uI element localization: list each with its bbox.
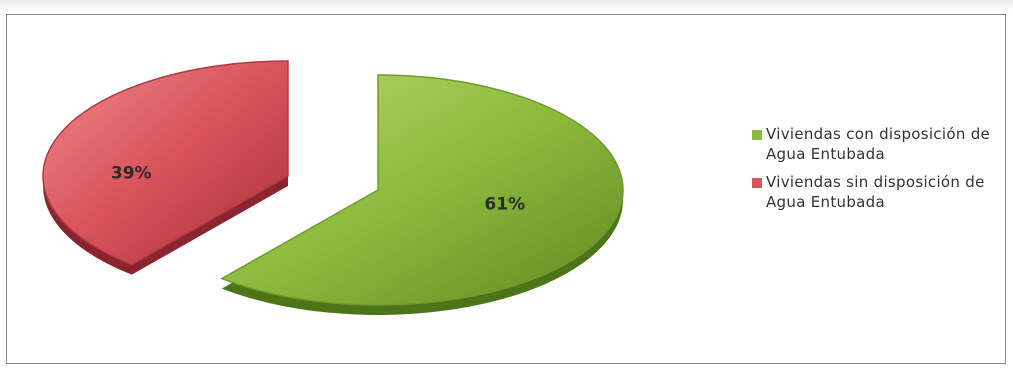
legend: Viviendas con disposición de Agua Entuba… — [752, 124, 1012, 220]
legend-item-sin: Viviendas sin disposición de Agua Entuba… — [752, 172, 1012, 212]
pie-slice-sin — [42, 60, 289, 266]
top-edge — [0, 0, 1013, 10]
legend-swatch-con — [752, 130, 762, 140]
legend-swatch-sin — [752, 178, 762, 188]
data-label-sin: 39% — [111, 163, 152, 183]
data-label-con: 61% — [484, 195, 525, 215]
legend-item-con: Viviendas con disposición de Agua Entuba… — [752, 124, 1012, 164]
legend-label-con: Viviendas con disposición de Agua Entuba… — [766, 125, 991, 163]
pie-slice-con — [220, 74, 624, 306]
legend-label-sin: Viviendas sin disposición de Agua Entuba… — [766, 173, 985, 211]
